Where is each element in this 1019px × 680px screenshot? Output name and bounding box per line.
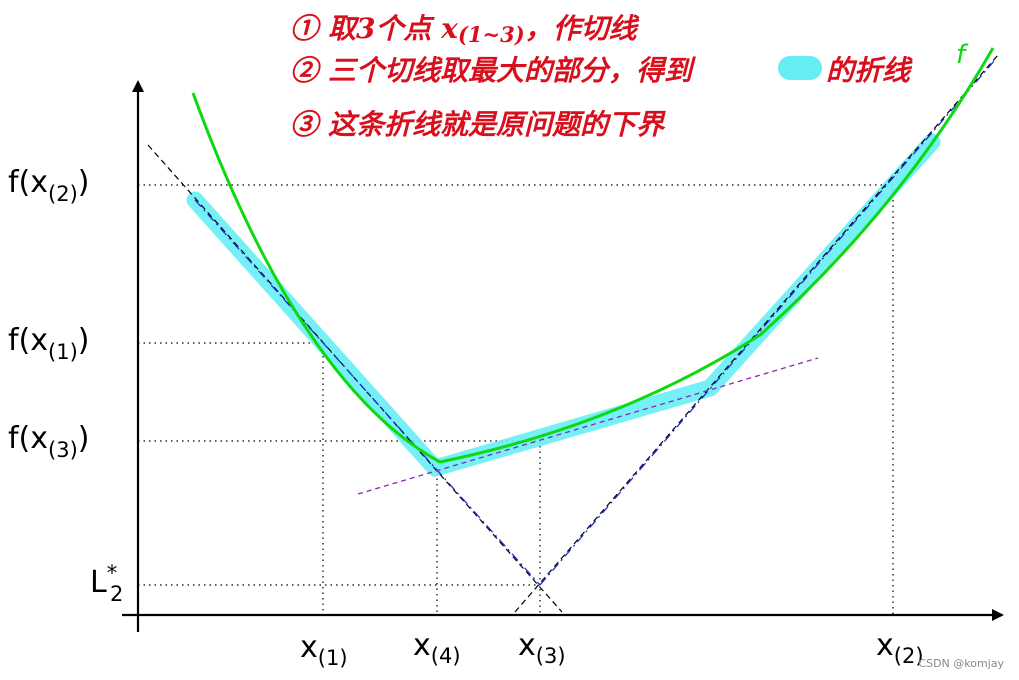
tangent-black <box>514 54 999 613</box>
note: ③ 这条折线就是原问题的下界 <box>290 108 666 141</box>
note-num: ② <box>290 54 322 87</box>
note: ② 三个切线取最大的部分，得到 <box>290 54 696 87</box>
label-sup: * <box>107 561 118 585</box>
x-label: x(3) <box>518 628 566 668</box>
label-part: f(x <box>8 421 48 456</box>
x-label: x(2) <box>876 628 924 668</box>
note-num: ③ <box>290 108 322 141</box>
guides <box>138 184 894 615</box>
note-text: 这条折线就是原问题的下界 <box>328 108 666 141</box>
label-sub: (3) <box>48 438 78 462</box>
y-label: f(x(3)) <box>8 421 90 462</box>
curve-label: f <box>956 40 969 70</box>
label-part: x <box>300 630 318 665</box>
note-text: 取3个点 x <box>328 12 458 45</box>
label-part: x <box>876 628 894 663</box>
x-label: x(1) <box>300 630 348 670</box>
label-part: x <box>413 628 431 663</box>
label-part: ) <box>78 421 90 456</box>
label-sub: (2) <box>48 182 78 206</box>
label-sub: (3) <box>536 644 566 668</box>
label-sub: (1) <box>318 646 348 670</box>
l-label: L* 2 <box>90 561 123 606</box>
watermark: CSDN @komjay <box>918 657 1004 670</box>
y-label: f(x(2)) <box>8 165 90 206</box>
tangent-black <box>147 144 563 613</box>
note-text: ，作切线 <box>525 12 640 45</box>
note: 的折线 <box>826 54 913 87</box>
y-label: f(x(1)) <box>8 323 90 364</box>
note-num: ① <box>290 12 322 45</box>
label-part: x <box>518 628 536 663</box>
note-text: 三个切线取最大的部分，得到 <box>328 54 696 87</box>
label-part: ) <box>78 323 90 358</box>
label-sub: (1) <box>48 340 78 364</box>
label-part: f(x <box>8 165 48 200</box>
note-sub: (1~3) <box>458 22 525 47</box>
label-sub: 2 <box>110 582 123 606</box>
label-sub: (2) <box>894 644 924 668</box>
label-part: f(x <box>8 323 48 358</box>
highlight-swatch <box>778 56 822 80</box>
note: ① 取3个点 x(1~3)，作切线 <box>290 12 640 47</box>
tangent-3 <box>357 357 819 495</box>
curve-f <box>191 47 995 464</box>
label-part: ) <box>78 165 90 200</box>
label-part: L <box>90 565 107 600</box>
x-label: x(4) <box>413 628 461 668</box>
tangent-2 <box>539 59 996 586</box>
lower-bound-polyline <box>186 133 941 477</box>
label-sub: (4) <box>431 644 461 668</box>
